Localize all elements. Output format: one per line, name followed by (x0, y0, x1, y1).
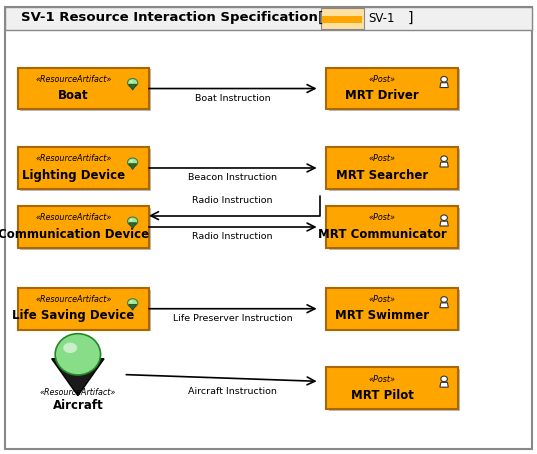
FancyBboxPatch shape (18, 68, 149, 109)
FancyBboxPatch shape (321, 8, 364, 29)
Text: SV-1: SV-1 (368, 12, 394, 25)
Ellipse shape (130, 301, 133, 303)
Ellipse shape (63, 343, 77, 353)
Text: ]: ] (408, 11, 413, 25)
Text: Boat: Boat (58, 89, 89, 102)
Text: Radio Instruction: Radio Instruction (192, 196, 273, 205)
FancyBboxPatch shape (329, 69, 460, 111)
FancyBboxPatch shape (18, 147, 149, 189)
Circle shape (441, 156, 447, 162)
Text: Communication Device: Communication Device (0, 228, 149, 241)
Circle shape (128, 158, 137, 167)
Circle shape (441, 215, 447, 221)
Polygon shape (52, 359, 104, 395)
Text: Life Saving Device: Life Saving Device (12, 310, 135, 322)
Text: MRT Searcher: MRT Searcher (336, 169, 429, 182)
FancyBboxPatch shape (20, 69, 151, 111)
Circle shape (128, 299, 137, 307)
Text: «Post»: «Post» (369, 213, 396, 222)
Polygon shape (440, 382, 448, 387)
FancyBboxPatch shape (329, 369, 460, 411)
FancyBboxPatch shape (326, 206, 458, 248)
FancyBboxPatch shape (322, 16, 362, 23)
Circle shape (441, 76, 447, 82)
FancyBboxPatch shape (18, 206, 149, 248)
Text: «Post»: «Post» (369, 75, 396, 84)
Text: Aircraft Instruction: Aircraft Instruction (188, 387, 277, 396)
Text: «ResourceArtifact»: «ResourceArtifact» (35, 75, 112, 84)
Circle shape (128, 79, 137, 87)
Polygon shape (129, 164, 136, 169)
Circle shape (441, 376, 447, 382)
Text: «ResourceArtifact»: «ResourceArtifact» (35, 213, 112, 222)
Text: Aircraft: Aircraft (53, 399, 103, 412)
Text: Lighting Device: Lighting Device (22, 169, 125, 182)
Polygon shape (440, 83, 448, 88)
Polygon shape (129, 84, 136, 90)
FancyBboxPatch shape (5, 7, 532, 30)
Ellipse shape (130, 219, 133, 221)
FancyBboxPatch shape (20, 208, 151, 250)
Polygon shape (440, 221, 448, 226)
FancyBboxPatch shape (329, 149, 460, 191)
Text: SV-1 Resource Interaction Specification: SV-1 Resource Interaction Specification (21, 11, 318, 24)
Text: «Post»: «Post» (369, 154, 396, 163)
Text: Boat Instruction: Boat Instruction (195, 94, 270, 103)
Text: Beacon Instruction: Beacon Instruction (188, 173, 277, 183)
FancyBboxPatch shape (326, 68, 458, 109)
Text: Life Preserver Instruction: Life Preserver Instruction (173, 314, 292, 323)
Polygon shape (440, 303, 448, 308)
FancyBboxPatch shape (329, 290, 460, 331)
Polygon shape (440, 162, 448, 167)
FancyBboxPatch shape (326, 288, 458, 330)
FancyBboxPatch shape (18, 288, 149, 330)
Text: «ResourceArtifact»: «ResourceArtifact» (35, 154, 112, 163)
FancyBboxPatch shape (20, 149, 151, 191)
Text: MRT Driver: MRT Driver (345, 89, 419, 102)
Text: «Post»: «Post» (369, 375, 396, 384)
Ellipse shape (130, 80, 133, 83)
Text: «ResourceArtifact»: «ResourceArtifact» (35, 295, 112, 304)
Text: «Post»: «Post» (369, 295, 396, 304)
FancyBboxPatch shape (329, 208, 460, 250)
Text: MRT Swimmer: MRT Swimmer (335, 310, 430, 322)
Text: MRT Pilot: MRT Pilot (351, 389, 414, 402)
Ellipse shape (55, 334, 100, 375)
Polygon shape (129, 223, 136, 228)
Text: MRT Communicator: MRT Communicator (318, 228, 447, 241)
Ellipse shape (130, 160, 133, 162)
FancyBboxPatch shape (20, 290, 151, 331)
Text: «ResourceArtifact»: «ResourceArtifact» (40, 388, 116, 397)
FancyBboxPatch shape (326, 147, 458, 189)
Text: Radio Instruction: Radio Instruction (192, 232, 273, 242)
Circle shape (128, 217, 137, 226)
FancyBboxPatch shape (5, 7, 532, 449)
Circle shape (441, 296, 447, 302)
Polygon shape (129, 305, 136, 310)
Text: [: [ (318, 11, 323, 25)
FancyBboxPatch shape (326, 367, 458, 409)
